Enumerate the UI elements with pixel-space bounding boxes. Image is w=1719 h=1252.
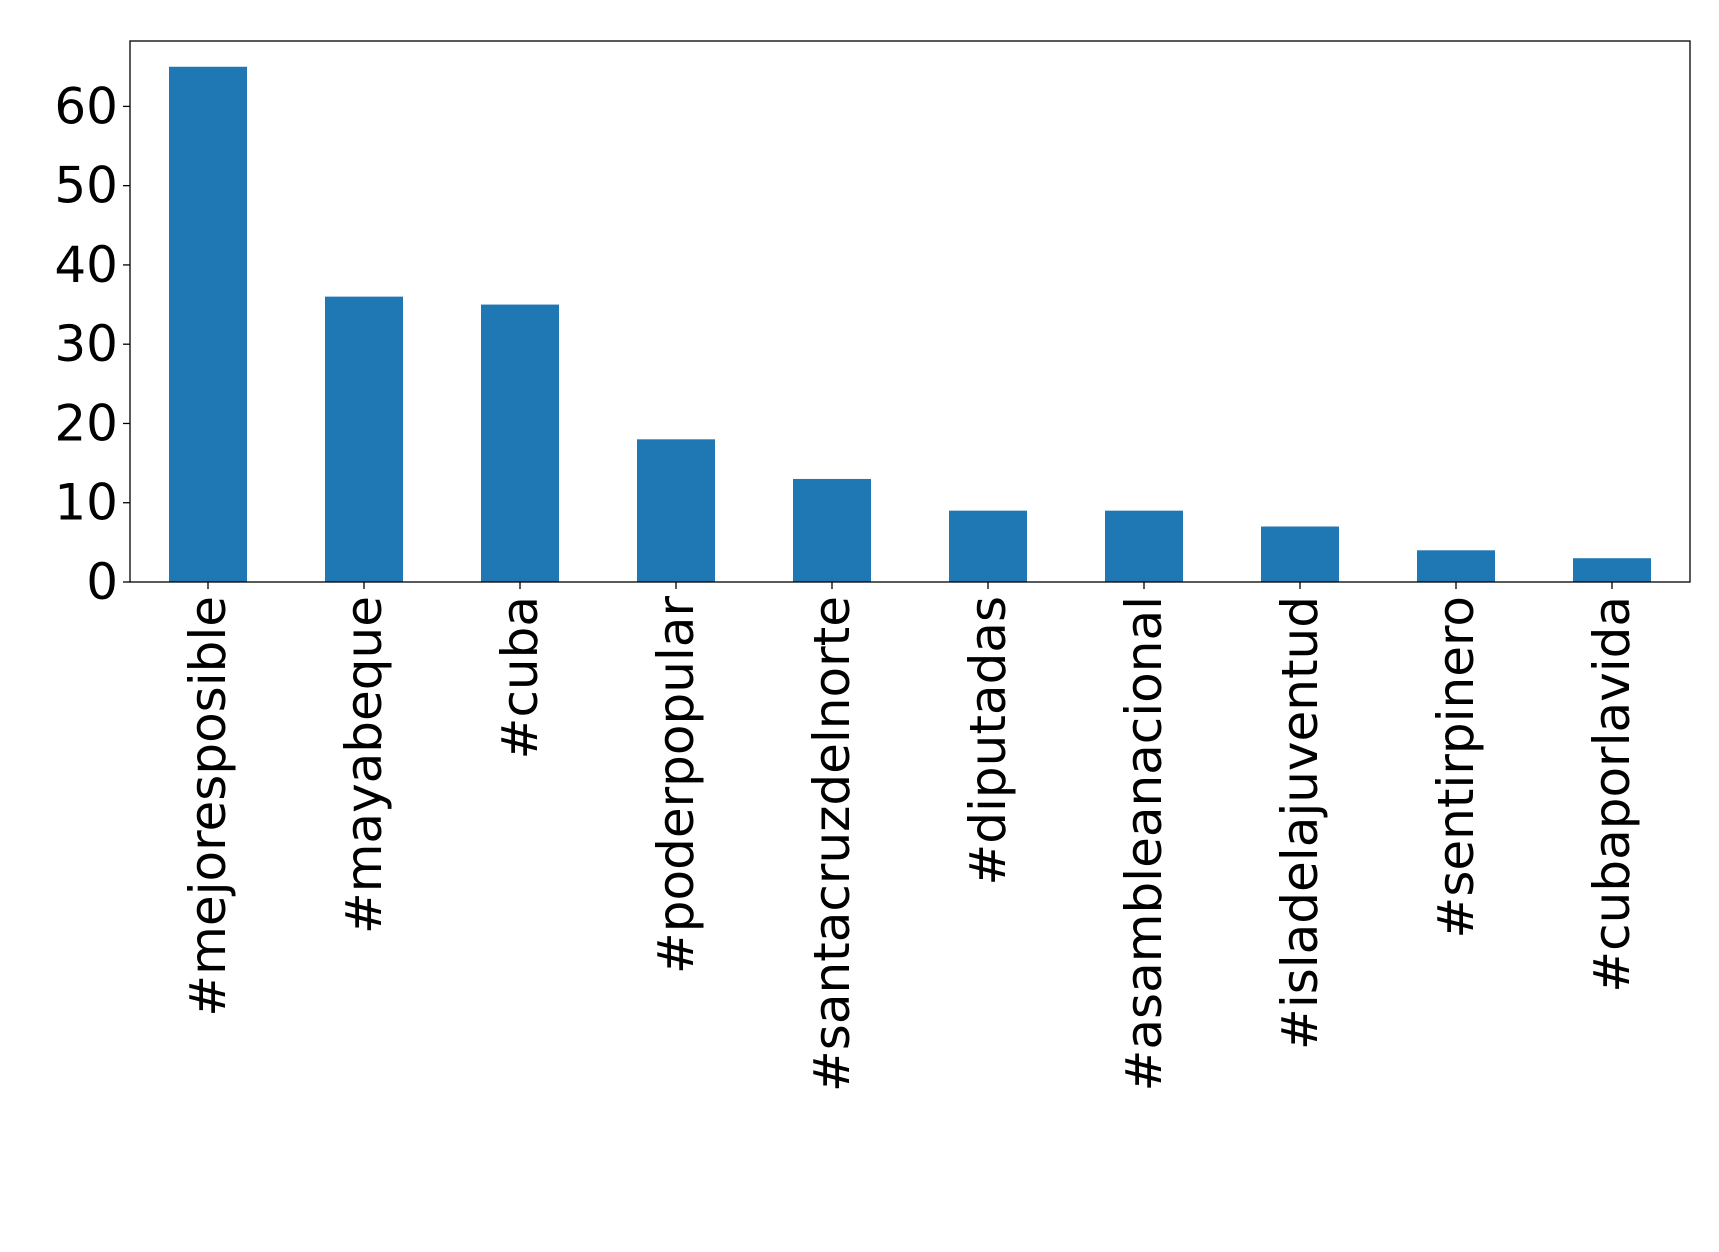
bar xyxy=(1105,510,1183,582)
bar xyxy=(325,296,403,582)
y-tick-label: 50 xyxy=(54,157,118,215)
bar xyxy=(637,439,715,582)
bar xyxy=(1261,526,1339,582)
bar xyxy=(793,478,871,582)
bar xyxy=(949,510,1027,582)
x-tick-label: #cubaporlavida xyxy=(1583,596,1641,993)
x-tick-label: #isladelajuventud xyxy=(1271,596,1329,1050)
x-tick-label: #cuba xyxy=(491,596,549,759)
bars-group xyxy=(169,66,1651,582)
y-tick-label: 0 xyxy=(86,553,118,611)
x-tick-label: #mayabeque xyxy=(335,596,393,934)
x-axis: #mejoresposible #mayabeque #cuba #poderpopu… xyxy=(179,582,1641,1092)
x-tick-label: #sentirpinero xyxy=(1427,596,1485,939)
x-tick-label: #poderpopular xyxy=(647,596,705,975)
bar xyxy=(481,304,559,582)
plot-frame xyxy=(129,40,1691,583)
y-tick-label: 40 xyxy=(54,236,118,294)
x-tick-label: #santacruzdelnorte xyxy=(803,596,861,1092)
bar xyxy=(1573,558,1651,582)
x-tick-label: #mejoresposible xyxy=(179,596,237,1017)
bar xyxy=(1417,550,1495,582)
x-tick-label: #asambleanacional xyxy=(1115,596,1173,1091)
y-tick-label: 10 xyxy=(54,474,118,532)
y-tick-label: 60 xyxy=(54,77,118,135)
y-tick-label: 30 xyxy=(54,315,118,373)
bar xyxy=(169,66,247,582)
y-tick-label: 20 xyxy=(54,394,118,452)
y-axis: 0 10 20 30 40 50 60 xyxy=(54,77,130,611)
x-tick-label: #diputadas xyxy=(959,596,1017,886)
